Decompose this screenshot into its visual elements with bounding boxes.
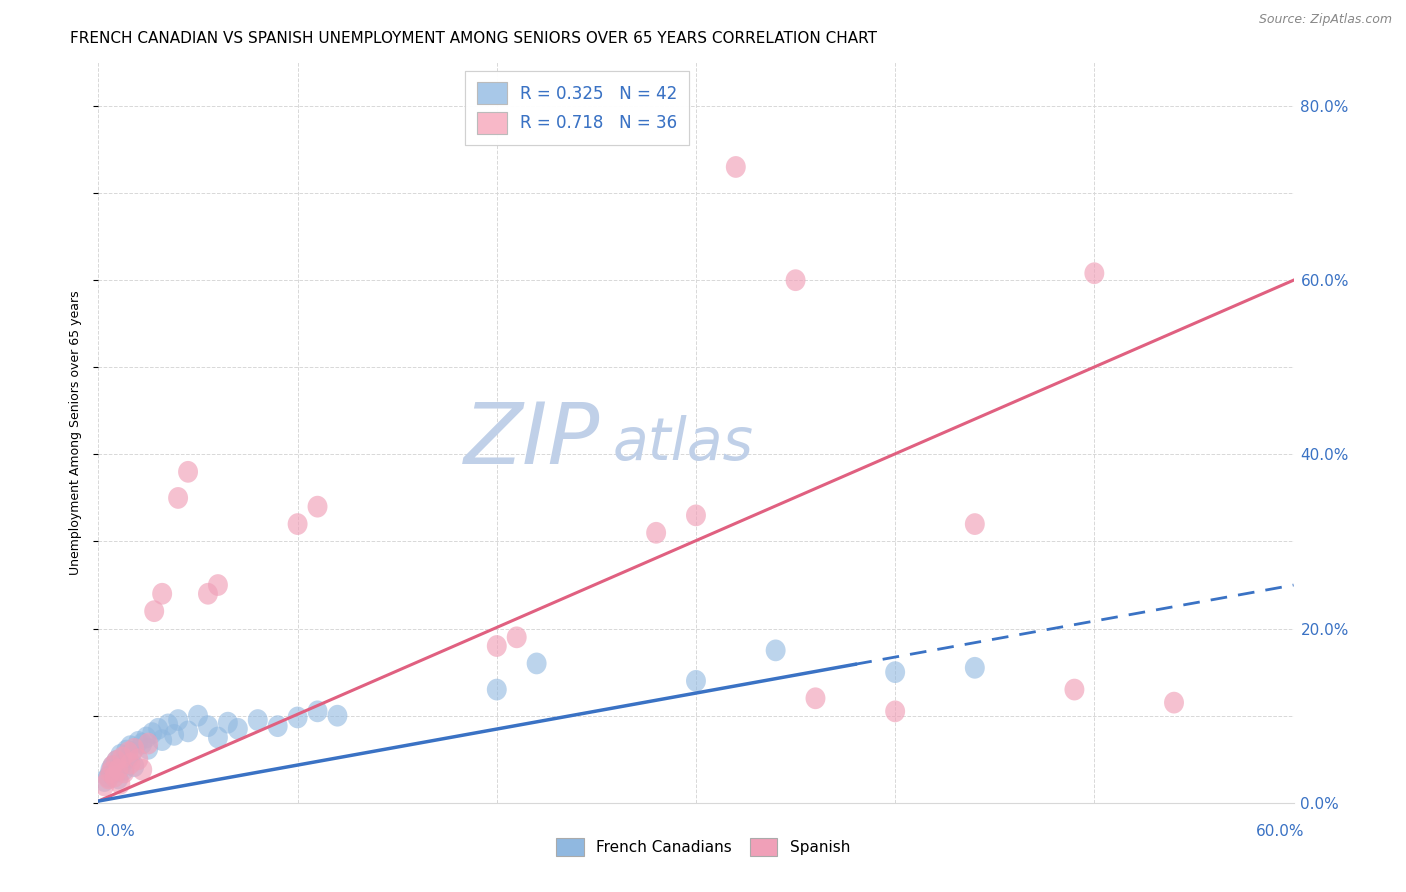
Ellipse shape xyxy=(104,765,124,788)
Ellipse shape xyxy=(188,705,208,727)
Ellipse shape xyxy=(527,653,547,674)
Ellipse shape xyxy=(138,732,159,755)
Ellipse shape xyxy=(965,657,984,679)
Ellipse shape xyxy=(198,715,218,737)
Ellipse shape xyxy=(1064,679,1084,700)
Ellipse shape xyxy=(806,688,825,709)
Ellipse shape xyxy=(114,762,135,783)
Ellipse shape xyxy=(686,670,706,692)
Ellipse shape xyxy=(647,522,666,543)
Text: FRENCH CANADIAN VS SPANISH UNEMPLOYMENT AMONG SENIORS OVER 65 YEARS CORRELATION : FRENCH CANADIAN VS SPANISH UNEMPLOYMENT … xyxy=(70,31,877,46)
Ellipse shape xyxy=(110,772,131,795)
Ellipse shape xyxy=(108,759,128,780)
Ellipse shape xyxy=(179,461,198,483)
Ellipse shape xyxy=(107,750,127,772)
Ellipse shape xyxy=(94,770,114,792)
Text: atlas: atlas xyxy=(613,415,754,472)
Ellipse shape xyxy=(98,767,118,789)
Ellipse shape xyxy=(169,487,188,508)
Ellipse shape xyxy=(132,759,152,780)
Ellipse shape xyxy=(965,513,984,535)
Ellipse shape xyxy=(128,731,148,753)
Ellipse shape xyxy=(308,700,328,723)
Ellipse shape xyxy=(103,756,122,777)
Ellipse shape xyxy=(100,759,121,780)
Ellipse shape xyxy=(124,738,145,760)
Ellipse shape xyxy=(124,756,145,777)
Ellipse shape xyxy=(198,582,218,605)
Ellipse shape xyxy=(886,661,905,683)
Ellipse shape xyxy=(142,723,162,744)
Ellipse shape xyxy=(328,705,347,727)
Ellipse shape xyxy=(506,626,527,648)
Ellipse shape xyxy=(1164,692,1184,714)
Ellipse shape xyxy=(169,709,188,731)
Ellipse shape xyxy=(122,741,142,764)
Ellipse shape xyxy=(114,759,135,780)
Ellipse shape xyxy=(100,762,121,783)
Ellipse shape xyxy=(152,582,172,605)
Ellipse shape xyxy=(1084,262,1104,285)
Ellipse shape xyxy=(94,774,114,797)
Ellipse shape xyxy=(288,513,308,535)
Ellipse shape xyxy=(112,753,132,774)
Ellipse shape xyxy=(218,712,238,733)
Text: ZIP: ZIP xyxy=(464,399,600,482)
Ellipse shape xyxy=(98,765,118,788)
Ellipse shape xyxy=(267,715,288,737)
Ellipse shape xyxy=(159,714,179,735)
Ellipse shape xyxy=(152,729,172,751)
Ellipse shape xyxy=(118,747,138,768)
Ellipse shape xyxy=(145,600,165,622)
Ellipse shape xyxy=(121,735,141,757)
Text: 60.0%: 60.0% xyxy=(1257,824,1305,838)
Text: Source: ZipAtlas.com: Source: ZipAtlas.com xyxy=(1258,13,1392,27)
Ellipse shape xyxy=(208,727,228,748)
Ellipse shape xyxy=(165,724,184,746)
Ellipse shape xyxy=(117,739,136,762)
Y-axis label: Unemployment Among Seniors over 65 years: Unemployment Among Seniors over 65 years xyxy=(69,290,83,575)
Ellipse shape xyxy=(104,762,124,783)
Ellipse shape xyxy=(486,679,506,700)
Legend: French Canadians, Spanish: French Canadians, Spanish xyxy=(550,832,856,862)
Ellipse shape xyxy=(686,505,706,526)
Ellipse shape xyxy=(308,496,328,517)
Ellipse shape xyxy=(136,727,156,748)
Ellipse shape xyxy=(486,635,506,657)
Ellipse shape xyxy=(179,721,198,742)
Ellipse shape xyxy=(208,574,228,596)
Ellipse shape xyxy=(132,732,152,755)
Ellipse shape xyxy=(148,718,169,739)
Ellipse shape xyxy=(247,709,267,731)
Ellipse shape xyxy=(128,748,148,770)
Text: 0.0%: 0.0% xyxy=(96,824,135,838)
Ellipse shape xyxy=(110,744,131,765)
Ellipse shape xyxy=(288,706,308,729)
Ellipse shape xyxy=(108,767,128,789)
Ellipse shape xyxy=(228,718,247,739)
Ellipse shape xyxy=(107,750,127,772)
Ellipse shape xyxy=(118,741,138,764)
Ellipse shape xyxy=(138,738,159,760)
Ellipse shape xyxy=(112,747,132,768)
Ellipse shape xyxy=(103,756,122,777)
Ellipse shape xyxy=(766,640,786,661)
Legend: R = 0.325   N = 42, R = 0.718   N = 36: R = 0.325 N = 42, R = 0.718 N = 36 xyxy=(465,70,689,145)
Ellipse shape xyxy=(121,753,141,774)
Ellipse shape xyxy=(786,269,806,291)
Ellipse shape xyxy=(886,700,905,723)
Ellipse shape xyxy=(725,156,745,178)
